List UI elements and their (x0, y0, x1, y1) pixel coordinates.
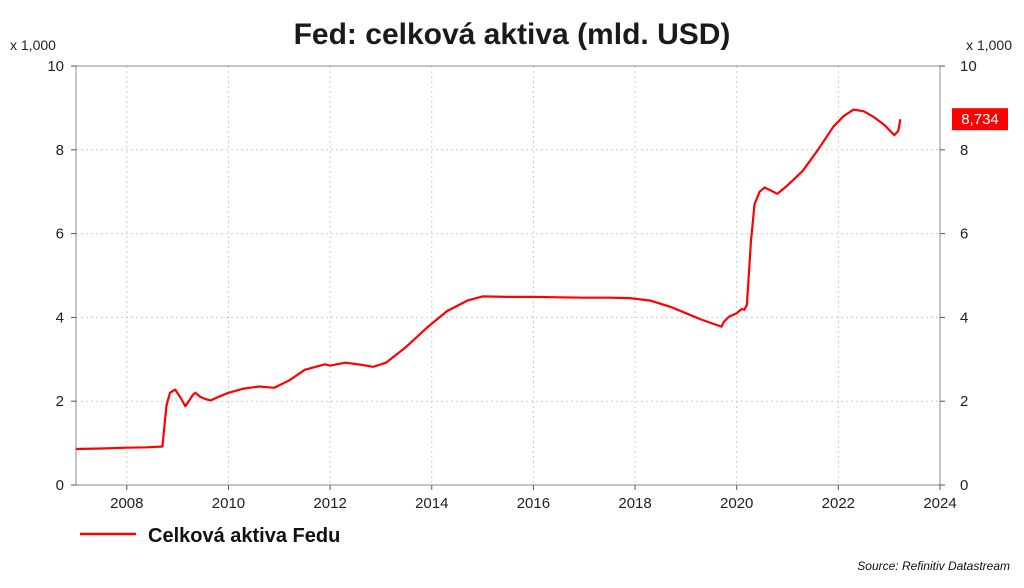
x-tick-label: 2010 (212, 495, 245, 512)
x-tick-label: 2016 (517, 495, 550, 512)
legend: Celková aktiva Fedu (80, 525, 340, 547)
last-value-text: 8,734 (961, 111, 999, 128)
plot-frame (75, 65, 941, 486)
y-tick-label-right: 6 (960, 226, 968, 243)
legend-label: Celková aktiva Fedu (148, 525, 340, 547)
y-tick-label-left: 2 (56, 393, 64, 410)
x-tick-label: 2024 (923, 495, 956, 512)
source-note: Source: Refinitiv Datastream (857, 559, 1010, 573)
y-tick-label-left: 10 (47, 58, 64, 75)
y-tick-label-right: 4 (960, 309, 968, 326)
last-value-background (952, 108, 1008, 131)
x-tick-label: 2020 (720, 495, 753, 512)
y-tick-label-left: 6 (56, 226, 64, 243)
x-tick-label: 2014 (415, 495, 448, 512)
series-layer (75, 108, 902, 451)
y-tick-label-right: 2 (960, 393, 968, 410)
y-tick-label-right: 8 (960, 142, 968, 159)
series-line-0 (75, 108, 902, 451)
x-tick-label: 2012 (313, 495, 346, 512)
y-tick-label-left: 0 (56, 477, 64, 494)
y-tick-label-left: 4 (56, 309, 64, 326)
x-tick-label: 2018 (618, 495, 651, 512)
y-axis-right: 0 2 4 6 8 10 (940, 58, 977, 494)
y-tick-label-right: 10 (960, 58, 977, 75)
grid-lines (76, 66, 940, 485)
x-tick-label: 2008 (110, 495, 143, 512)
x-axis: 2008 2010 2012 2014 2016 2018 2020 2022 2024 (110, 485, 957, 512)
y-axis-left: 0 2 4 6 8 10 (47, 58, 76, 494)
last-value-label: 8,734 (952, 108, 1008, 131)
x-tick-label: 2022 (822, 495, 855, 512)
chart-title: Fed: celková aktiva (mld. USD) (294, 18, 731, 51)
left-axis-multiplier: x 1,000 (10, 37, 56, 53)
right-axis-multiplier: x 1,000 (966, 37, 1012, 53)
y-tick-label-right: 0 (960, 477, 968, 494)
y-tick-label-left: 8 (56, 142, 64, 159)
